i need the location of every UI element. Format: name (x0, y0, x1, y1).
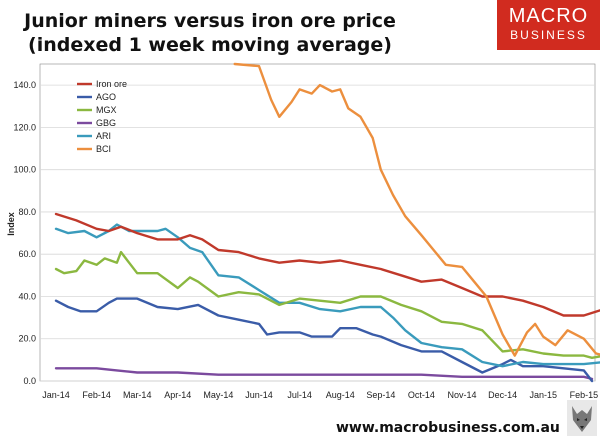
y-tick-label: 40.0 (18, 291, 36, 301)
x-tick-label: Jan-14 (42, 390, 70, 400)
series-lines (54, 62, 600, 383)
x-tick-label: Sep-14 (366, 390, 395, 400)
y-tick-label: 100.0 (13, 165, 36, 175)
x-tick-label: Jan-15 (529, 390, 557, 400)
series-line-ago (54, 297, 594, 383)
legend-label: ARI (96, 131, 111, 141)
series-line-mgx (54, 250, 600, 359)
legend-label: GBG (96, 118, 116, 128)
y-tick-label: 120.0 (13, 122, 36, 132)
legend-label: BCI (96, 144, 111, 154)
legend-label: Iron ore (96, 79, 127, 89)
y-tick-label: 20.0 (18, 334, 36, 344)
logo-text-business: BUSINESS (510, 28, 587, 42)
x-tick-label: Feb-15 (570, 390, 599, 400)
legend-label: AGO (96, 92, 116, 102)
x-tick-label: Dec-14 (488, 390, 517, 400)
y-axis-label: Index (6, 212, 16, 236)
y-tick-label: 140.0 (13, 80, 36, 90)
x-tick-label: Apr-14 (164, 390, 191, 400)
x-tick-label: Feb-14 (82, 390, 111, 400)
x-tick-label: Aug-14 (326, 390, 355, 400)
series-line-bci (233, 62, 600, 357)
chart-subtitle: (indexed 1 week moving average) (28, 34, 392, 56)
x-tick-label: Nov-14 (448, 390, 477, 400)
x-tick-labels: Jan-14 Feb-14 Mar-14 Apr-14 May-14 Jun-14 Jul-… (42, 390, 598, 400)
x-tick-label: Oct-14 (408, 390, 435, 400)
chart-title: Junior miners versus iron ore price (24, 10, 396, 32)
legend-label: MGX (96, 105, 117, 115)
plot-area (39, 63, 596, 382)
wolf-logo-icon (567, 400, 597, 436)
y-tick-labels: 0.0 20.0 40.0 60.0 80.0 100.0 120.0 140.0 (13, 80, 36, 386)
y-tick-label: 80.0 (18, 207, 36, 217)
series-line-iron-ore (54, 212, 600, 317)
logo-text-macro: MACRO (508, 5, 589, 27)
x-tick-label: Mar-14 (123, 390, 152, 400)
x-tick-label: Jun-14 (245, 390, 273, 400)
y-tick-label: 0.0 (23, 376, 36, 386)
series-line-gbg (54, 367, 594, 381)
brand-logo[interactable]: MACRO BUSINESS (497, 0, 600, 50)
x-tick-label: Jul-14 (287, 390, 312, 400)
legend: Iron ore AGO MGX GBG ARI BCI (77, 79, 127, 154)
footer-url[interactable]: www.macrobusiness.com.au (336, 420, 560, 436)
x-tick-label: May-14 (203, 390, 233, 400)
y-tick-label: 60.0 (18, 249, 36, 259)
